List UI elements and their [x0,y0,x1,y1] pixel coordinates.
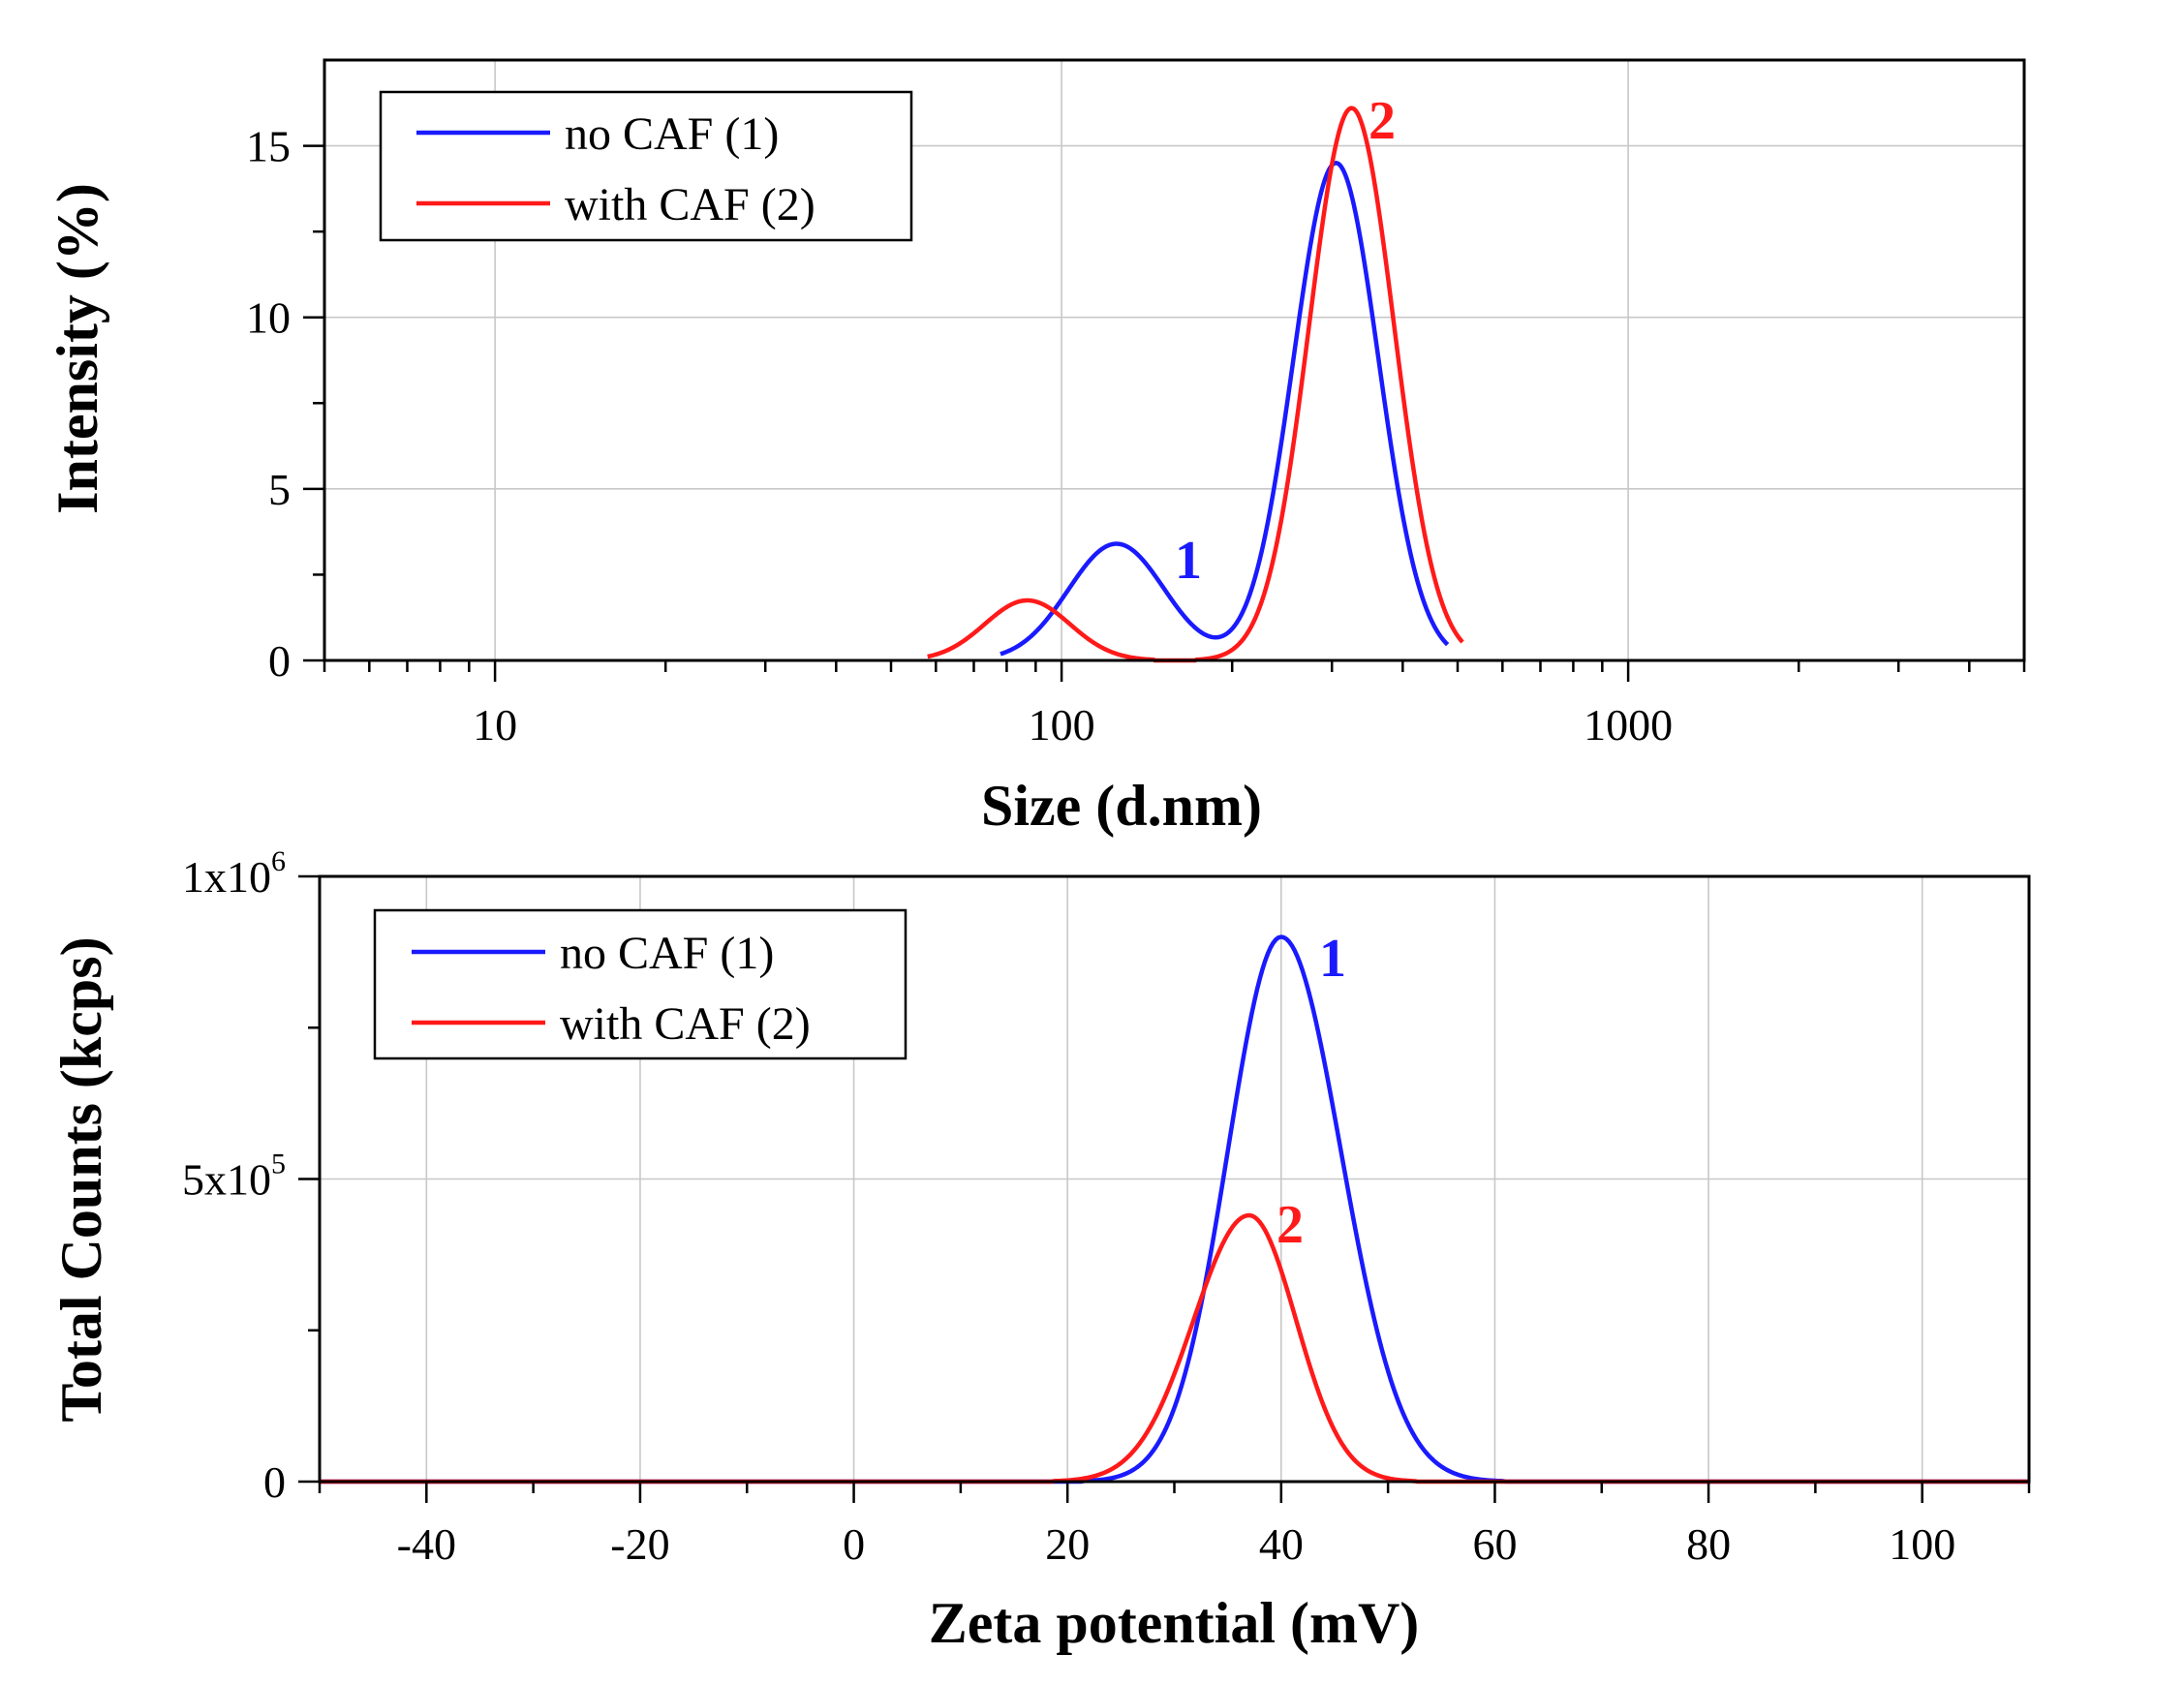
zeta-peak-label-1: 1 [1319,929,1346,989]
zeta-x-tick-label: 60 [1472,1519,1517,1569]
size-plot-frame [323,58,2026,662]
size-peak-label-1: 1 [1175,531,1202,591]
size-x-tick-label: 10 [473,700,517,750]
zeta-curve-series-2 [320,1212,2029,1485]
zeta-y-tick-label: 1x106 [182,845,286,902]
zeta-ticks [298,874,2031,1503]
size-y-tick-labels: 0 5 10 15 [246,122,291,686]
size-y-axis-title: Intensity (%) [46,183,109,514]
zeta-peak-label-2: 2 [1277,1195,1304,1255]
size-x-tick-label: 100 [1029,700,1095,750]
size-legend: no CAF (1) with CAF (2) [379,90,913,242]
size-curve-series-1 [999,161,1450,657]
zeta-y-tick-base: 0 [263,1457,286,1507]
zeta-y-tick-base: 5x10 [182,1155,271,1205]
zeta-x-tick-label: 20 [1045,1519,1090,1569]
size-x-tick-label: 1000 [1584,700,1673,750]
size-y-tick-label: 0 [268,636,291,686]
zeta-x-tick-label: 80 [1686,1519,1731,1569]
zeta-legend-label-with-caf: with CAF (2) [560,998,811,1050]
size-y-tick-label: 10 [246,293,291,343]
zeta-legend: no CAF (1) with CAF (2) [373,908,907,1060]
size-peak-label-2: 2 [1369,91,1396,151]
size-legend-label-with-caf: with CAF (2) [565,179,815,230]
zeta-x-tick-label: 40 [1259,1519,1304,1569]
zeta-x-tick-label: -40 [397,1519,456,1569]
zeta-y-axis-title: Total Counts (kcps) [49,936,113,1422]
size-legend-box [379,90,913,242]
zeta-x-tick-labels: -40 -20 0 20 40 60 80 100 [397,1519,1956,1569]
zeta-x-tick-label: 100 [1889,1519,1955,1569]
size-y-tick-label: 5 [268,465,291,514]
zeta-y-tick-labels: 0 5x105 1x106 [182,845,286,1507]
zeta-y-tick-exponent: 6 [271,845,286,877]
zeta-gridlines [320,876,2029,1482]
size-x-tick-labels: 10 100 1000 [473,700,1673,750]
zeta-x-tick-label: 0 [843,1519,865,1569]
zeta-y-tick-label: 5x105 [182,1148,286,1205]
size-distribution-panel: 10 100 1000 0 5 10 15 Size (d.nm) Intensity (… [46,58,2026,838]
zeta-y-tick-base: 1x10 [182,852,271,902]
zeta-y-tick-exponent: 5 [271,1148,286,1180]
zeta-x-tick-label: -20 [610,1519,669,1569]
size-ticks [303,144,2026,682]
zeta-y-tick-label: 0 [263,1457,286,1507]
zeta-legend-label-no-caf: no CAF (1) [560,928,774,979]
size-y-tick-label: 15 [246,122,291,171]
zeta-potential-panel: -40 -20 0 20 40 60 80 100 0 5x105 1x106 Zeta pote… [49,845,2031,1655]
size-x-axis-title: Size (d.nm) [981,774,1262,838]
size-legend-label-no-caf: no CAF (1) [565,108,779,160]
zeta-legend-box [373,908,907,1060]
zeta-x-axis-title: Zeta potential (mV) [929,1591,1420,1655]
